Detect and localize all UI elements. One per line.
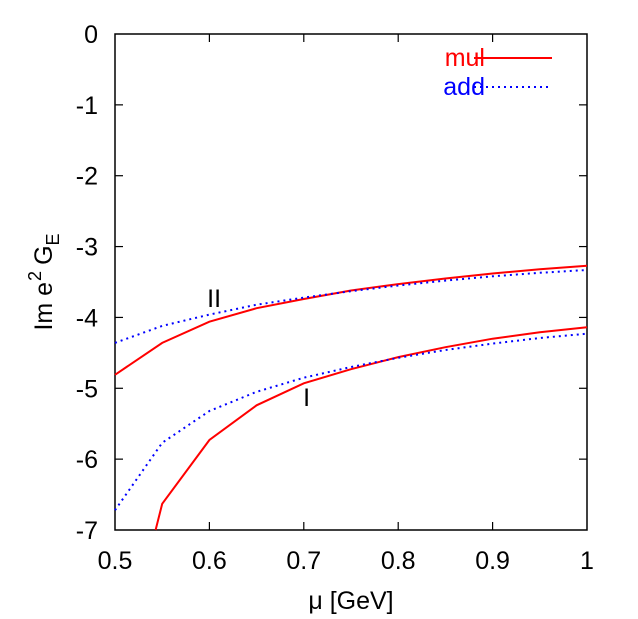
y-tick-label: -4 (76, 304, 98, 332)
x-tick-label: 0.5 (98, 547, 133, 575)
x-axis-tick-labels: 0.5 0.6 0.7 0.8 0.9 1 (98, 547, 594, 575)
y-tick-label: -7 (76, 517, 98, 545)
curve-annotations: III (207, 285, 310, 412)
y-tick-label: -2 (76, 163, 98, 191)
y-axis-title-g: G (30, 245, 58, 264)
curve-label-i: I (303, 384, 310, 412)
plot-border (114, 33, 588, 531)
y-axis-title-subscript: E (43, 233, 63, 245)
x-tick-label: 0.7 (286, 547, 321, 575)
y-axis-title-main: Im e (30, 282, 58, 331)
x-tick-label: 0.6 (192, 547, 227, 575)
x-tick-label: 1 (580, 547, 594, 575)
series-line-add-i (114, 332, 588, 511)
y-tick-label: -1 (76, 92, 98, 120)
y-tick-label: -3 (76, 234, 98, 262)
legend: mul add (443, 44, 552, 101)
axis-ticks (115, 34, 587, 530)
y-tick-label: 0 (84, 21, 98, 49)
x-axis-title: μ [GeV] (308, 587, 393, 615)
x-tick-label: 0.9 (475, 547, 510, 575)
y-axis-tick-labels: 0 -1 -2 -3 -4 -5 -6 -7 (76, 21, 98, 545)
plot-frame (114, 33, 588, 531)
svg-text:Im e2GE: Im e2 GE (25, 233, 63, 330)
curve-label-ii: II (207, 285, 221, 313)
y-tick-label: -5 (76, 375, 98, 403)
y-tick-label: -6 (76, 446, 98, 474)
series-line-mul-i (154, 326, 588, 531)
series-line-mul-ii (114, 264, 588, 376)
data-series (114, 264, 588, 531)
y-axis-title: Im e2 GE (25, 233, 63, 330)
legend-label-add: add (443, 73, 485, 101)
x-tick-label: 0.8 (381, 547, 416, 575)
y-axis-title-superscript: 2 (25, 271, 45, 281)
